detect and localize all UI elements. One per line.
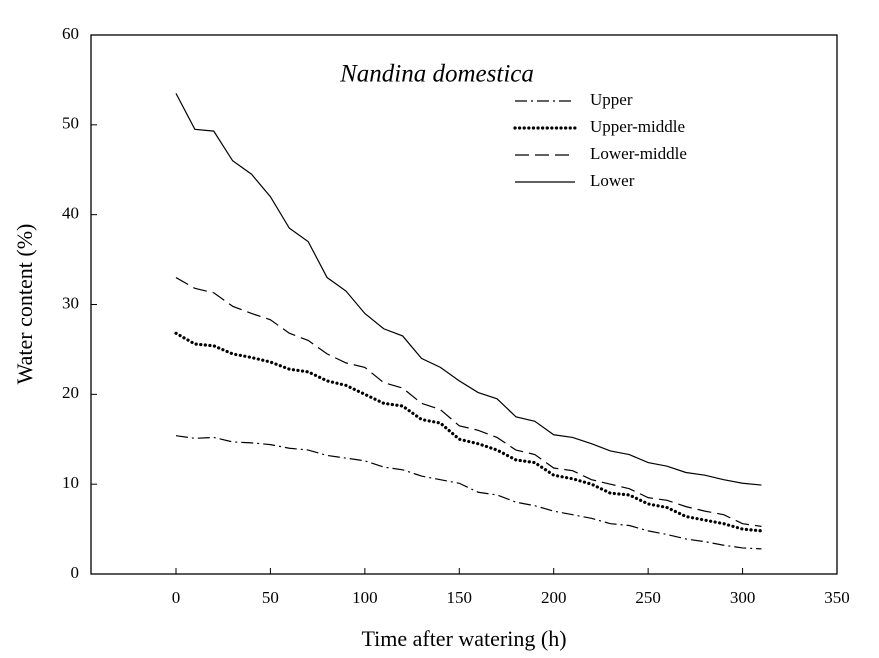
chart-title: Nandina domestica [339,61,534,88]
x-tick-label: 350 [824,588,850,607]
x-tick-label: 100 [352,588,378,607]
y-tick-label: 20 [62,383,79,402]
x-tick-label: 150 [447,588,473,607]
x-tick-label: 300 [730,588,756,607]
x-tick-label: 200 [541,588,567,607]
y-axis-label: Water content (%) [12,224,37,385]
data-line [174,331,764,533]
y-tick-label: 40 [62,204,79,223]
legend-label: Lower-middle [590,144,687,163]
x-tick-label: 250 [635,588,661,607]
data-line [175,93,762,486]
x-axis-label: Time after watering (h) [361,626,566,651]
legend-label: Lower [590,171,635,190]
y-tick-label: 50 [62,114,79,133]
plot-frame [90,34,838,575]
x-tick-label: 50 [262,588,279,607]
y-tick-label: 0 [71,563,80,582]
x-tick-label: 0 [172,588,181,607]
legend-label: Upper [590,90,633,109]
y-tick-label: 60 [62,24,79,43]
data-line [175,277,762,527]
legend-label: Upper-middle [590,117,685,136]
data-line [175,435,762,550]
y-tick-label: 30 [62,293,79,312]
y-tick-label: 10 [62,473,79,492]
